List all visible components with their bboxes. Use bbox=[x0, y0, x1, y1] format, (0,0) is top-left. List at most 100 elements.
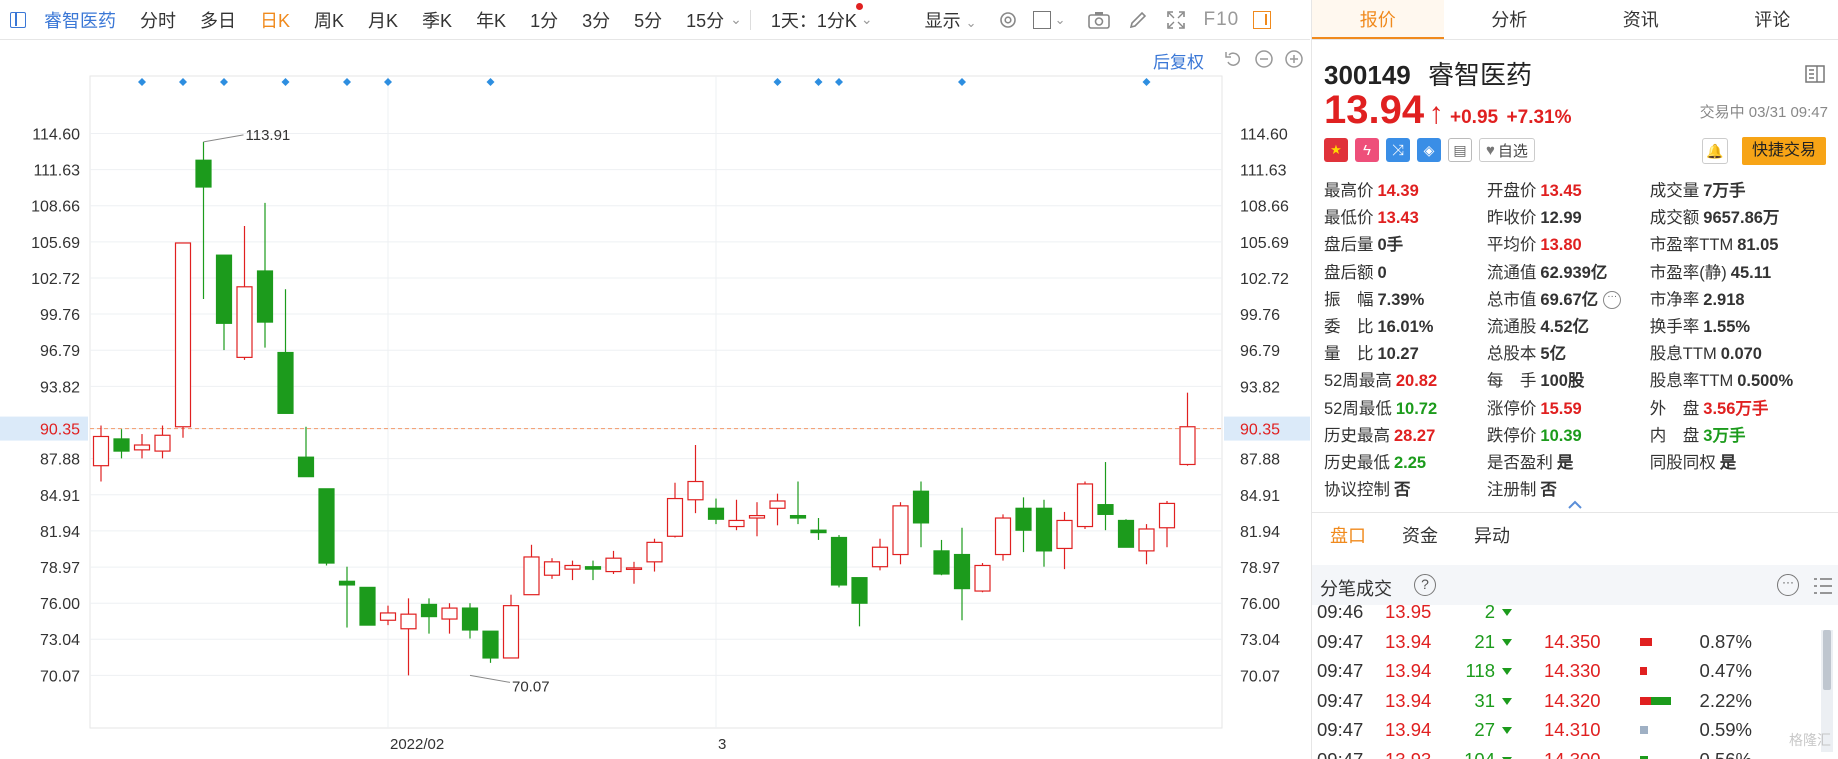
period-select-chevron-icon[interactable]: ⌄ bbox=[860, 11, 873, 27]
expand-panel-icon[interactable] bbox=[1805, 65, 1825, 83]
more-icon[interactable]: ··· bbox=[1777, 574, 1799, 596]
candle-body bbox=[1138, 528, 1155, 552]
stat-label: 流通股 bbox=[1486, 317, 1537, 336]
period-item[interactable]: 年K bbox=[476, 10, 507, 31]
stat-value: 4.52亿 bbox=[1540, 317, 1590, 336]
level-pct: 0.87% bbox=[1699, 630, 1752, 652]
period-dropdown-icon[interactable]: ⌄ bbox=[730, 11, 742, 27]
settings-gear-icon[interactable] bbox=[997, 9, 1019, 31]
period-item[interactable]: 分时 bbox=[140, 10, 176, 31]
level-bar bbox=[1640, 726, 1649, 734]
period-item[interactable]: 日K bbox=[260, 10, 291, 31]
lightning-icon[interactable]: ϟ bbox=[1355, 138, 1379, 162]
sub-tab[interactable]: 资金 bbox=[1402, 526, 1438, 546]
period-item[interactable]: 月K bbox=[368, 10, 399, 31]
quote-tab[interactable]: 评论 bbox=[1754, 10, 1791, 30]
stat-label: 内 盘 bbox=[1649, 426, 1700, 445]
more-info-icon[interactable]: ··· bbox=[1603, 291, 1622, 310]
stat-label: 盘后量 bbox=[1324, 236, 1374, 255]
period-item[interactable]: 15分 bbox=[686, 10, 725, 31]
stat-label: 昨收价 bbox=[1486, 209, 1537, 228]
adjust-button[interactable]: 后复权 bbox=[1153, 53, 1204, 72]
candle-body bbox=[174, 242, 192, 428]
stat-value: 15.59 bbox=[1540, 399, 1582, 418]
stat-label: 总市值 bbox=[1486, 290, 1537, 309]
bell-icon[interactable]: 🔔 bbox=[1702, 138, 1728, 164]
down-triangle-icon bbox=[1502, 756, 1512, 759]
period-item[interactable]: 多日 bbox=[200, 10, 236, 31]
stock-name[interactable]: 睿智医药 bbox=[44, 10, 116, 31]
stat-cell: 换手率 1.55% bbox=[1650, 314, 1834, 341]
stat-cell: 历史最低 2.25 bbox=[1324, 450, 1487, 477]
sub-tab[interactable]: 盘口 bbox=[1330, 526, 1366, 546]
list-view-icon[interactable] bbox=[1812, 576, 1834, 596]
tag-icon[interactable]: ◈ bbox=[1417, 138, 1441, 162]
quote-tab[interactable]: 分析 bbox=[1491, 10, 1528, 30]
quick-trade-button[interactable]: 快捷交易 bbox=[1742, 137, 1826, 165]
candle-body bbox=[502, 605, 520, 659]
trade-list[interactable]: 09:46 13.95 2 09:47 13.94 21 14.350 0.87% 09:47 1… bbox=[1312, 604, 1838, 759]
candle-body bbox=[707, 507, 725, 520]
stat-cell: 内 盘 3万手 bbox=[1650, 423, 1834, 450]
quote-tab[interactable]: 资讯 bbox=[1622, 10, 1659, 30]
stat-value: 10.27 bbox=[1377, 345, 1419, 364]
candle-body bbox=[769, 500, 786, 509]
quote-tab[interactable]: 报价 bbox=[1312, 0, 1444, 39]
display-menu[interactable]: 显示 ⌄ bbox=[924, 10, 977, 31]
stat-label: 振 幅 bbox=[1324, 290, 1374, 309]
kline-chart[interactable]: 后复权 114.60 114.60 111.63 111.63 108.66 108.66… bbox=[0, 40, 1310, 759]
undo-icon[interactable] bbox=[1223, 49, 1243, 69]
document-icon[interactable]: ▤ bbox=[1448, 138, 1472, 162]
trade-time: 09:47 bbox=[1317, 630, 1364, 652]
period-item[interactable]: 周K bbox=[314, 10, 345, 31]
event-marker bbox=[773, 78, 782, 86]
china-flag-icon[interactable]: ★ bbox=[1324, 138, 1348, 162]
sidebar-toggle-icon[interactable] bbox=[10, 11, 26, 28]
y-tick-label: 111.63 bbox=[1240, 163, 1287, 180]
y-tick-label: 96.79 bbox=[1240, 343, 1280, 360]
shuffle-icon[interactable]: ⤨ bbox=[1386, 138, 1410, 162]
stat-cell: 注册制否 bbox=[1487, 477, 1650, 504]
down-triangle-icon bbox=[1502, 609, 1512, 616]
candle-body bbox=[994, 517, 1012, 556]
stat-label: 52周最低 bbox=[1324, 399, 1392, 418]
square-style-icon[interactable] bbox=[1032, 10, 1051, 29]
event-marker bbox=[1142, 78, 1151, 86]
stat-cell: 成交量 7万手 bbox=[1650, 178, 1834, 205]
sub-tab[interactable]: 异动 bbox=[1474, 526, 1510, 546]
fullscreen-icon[interactable] bbox=[1165, 9, 1187, 31]
stat-cell: 昨收价 12.99 bbox=[1487, 205, 1650, 232]
f10-icon[interactable]: F10 bbox=[1203, 8, 1240, 30]
pen-draw-icon[interactable] bbox=[1127, 9, 1149, 31]
zoom-in-icon[interactable] bbox=[1284, 49, 1304, 69]
panel-toggle-icon[interactable] bbox=[1253, 10, 1272, 29]
trade-scrollbar[interactable] bbox=[1821, 630, 1833, 752]
period-select[interactable]: 1天：1分K bbox=[759, 2, 863, 33]
stat-value: 0手 bbox=[1377, 236, 1404, 255]
collapse-chevron-icon[interactable] bbox=[1567, 500, 1583, 510]
stat-value: 1.55% bbox=[1703, 317, 1751, 336]
period-item[interactable]: 1分 bbox=[530, 10, 559, 31]
watch-button[interactable]: ♥ 自选 bbox=[1479, 138, 1535, 162]
y-tick-label: 87.88 bbox=[1240, 452, 1280, 469]
price-change-pct: +7.31% bbox=[1506, 107, 1572, 128]
trade-row: 09:47 13.94 31 14.320 2.22% bbox=[1312, 687, 1838, 717]
candle-body bbox=[892, 505, 909, 556]
y-tick-label: 78.97 bbox=[40, 560, 80, 577]
candle-body bbox=[871, 546, 889, 568]
annotation-leader bbox=[469, 674, 511, 683]
period-item[interactable]: 3分 bbox=[582, 10, 611, 31]
stat-label: 市净率 bbox=[1649, 290, 1700, 309]
camera-icon[interactable] bbox=[1087, 10, 1111, 30]
zoom-out-icon[interactable] bbox=[1254, 49, 1274, 69]
level-price: 14.300 bbox=[1544, 748, 1601, 759]
trade-volume: 118 bbox=[1465, 660, 1496, 681]
help-icon[interactable]: ? bbox=[1414, 574, 1436, 596]
style-dropdown-icon[interactable]: ⌄ bbox=[1054, 11, 1066, 27]
stat-value: 7万手 bbox=[1703, 182, 1746, 200]
watermark: 格隆汇 bbox=[1789, 732, 1831, 748]
period-item[interactable]: 5分 bbox=[634, 10, 663, 31]
kline-svg[interactable]: 114.60 114.60 111.63 111.63 108.66 108.66 105.… bbox=[0, 40, 1310, 759]
period-item[interactable]: 季K bbox=[422, 10, 453, 31]
price-change: +0.95 bbox=[1450, 107, 1499, 128]
